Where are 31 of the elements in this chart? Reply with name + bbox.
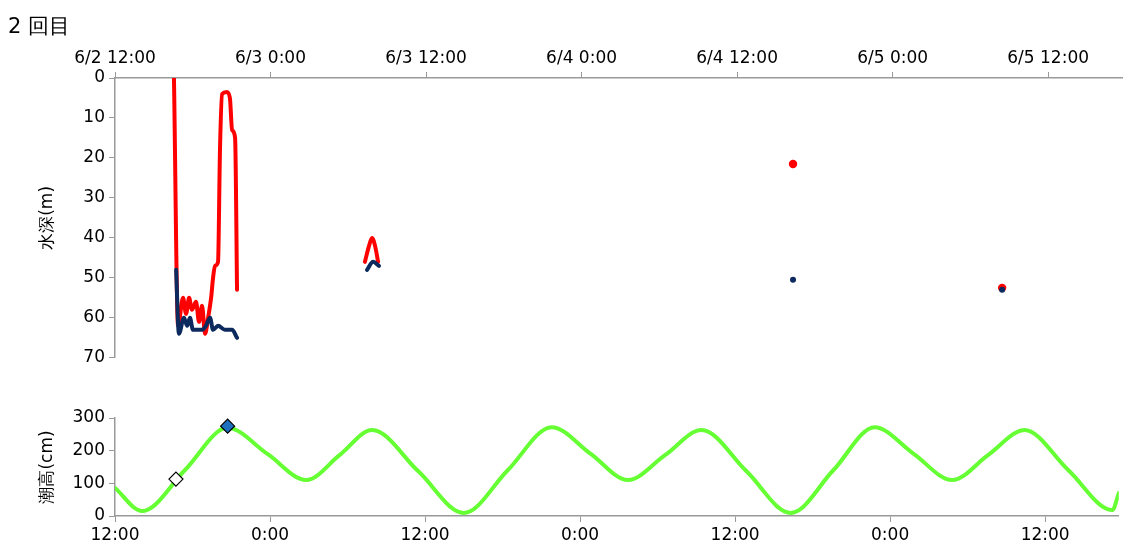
x-tick-label: 12:00 [1020,523,1070,544]
y-tick-label: 100 [72,471,105,492]
x-tick-label: 6/4 0:00 [546,47,618,68]
x-tick-label: 12:00 [400,523,450,544]
y-tick-label: 20 [83,146,105,167]
y-tick-label: 200 [72,439,105,460]
y-tick-label: 300 [72,406,105,427]
x-tick-label: 12:00 [710,523,760,544]
y-tick-label: 50 [83,266,105,287]
x-tick-label: 6/2 12:00 [74,47,156,68]
x-tick-label: 6/3 12:00 [385,47,467,68]
y-tick-label: 0 [94,66,105,87]
chart-title: 2 回目 [8,13,71,40]
x-tick-label: 6/5 0:00 [857,47,929,68]
y-tick-label: 10 [83,106,105,127]
y-tick-label: 40 [83,226,105,247]
x-tick-label: 6/4 12:00 [696,47,778,68]
x-tick-label: 0:00 [560,523,600,544]
y-axis-title: 潮高(cm) [35,430,56,504]
x-tick-label: 6/5 12:00 [1007,47,1090,68]
x-tick-label: 12:00 [90,523,140,544]
y-tick-label: 70 [83,346,105,367]
x-tick-label: 0:00 [871,523,910,544]
x-tick-label: 0:00 [250,523,290,544]
point [790,276,797,283]
y-tick-label: 60 [83,306,105,327]
y-axis-title: 水深(m) [35,185,56,250]
x-tick-label: 6/3 0:00 [235,47,306,68]
y-tick-label: 0 [94,504,105,525]
point [788,159,798,169]
y-tick-label: 30 [83,186,105,207]
